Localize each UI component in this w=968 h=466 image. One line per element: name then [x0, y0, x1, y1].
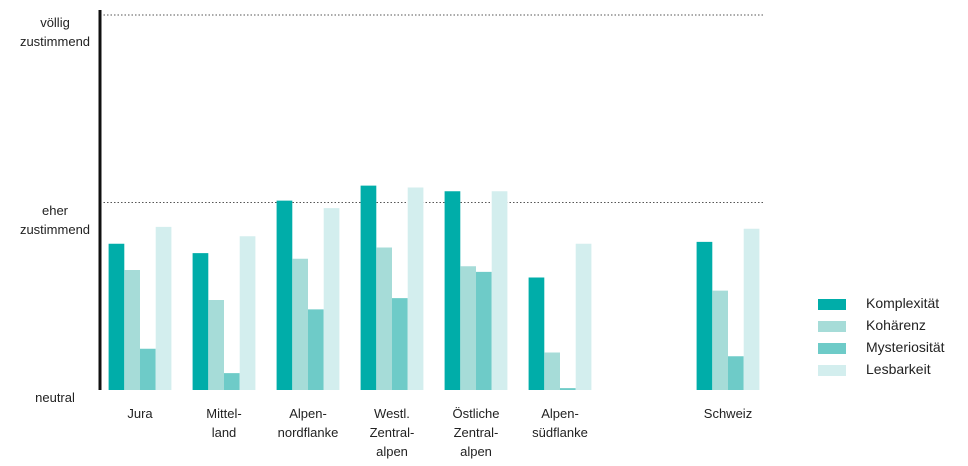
bar — [491, 191, 508, 390]
bar — [323, 208, 340, 390]
bar — [308, 309, 324, 390]
legend-label: Mysteriosität — [866, 339, 945, 355]
bar — [476, 271, 492, 390]
bar — [544, 352, 560, 390]
bar — [743, 228, 760, 390]
bar — [108, 243, 125, 390]
y-tick-label: neutral — [35, 390, 75, 405]
bar — [575, 243, 592, 390]
bar — [712, 290, 728, 390]
x-tick-label: Jura — [127, 406, 153, 421]
bar — [376, 247, 392, 390]
legend-swatch — [818, 321, 846, 332]
y-tick-label: völlig zustimmend — [19, 15, 91, 49]
legend-label: Lesbarkeit — [866, 361, 931, 377]
bar — [444, 191, 461, 390]
y-tick-label: eher zustimmend — [19, 202, 91, 237]
bar — [224, 373, 240, 390]
x-tick-label: Alpen- nordflanke — [277, 406, 339, 440]
bar — [292, 258, 308, 390]
bar — [140, 348, 156, 390]
x-tick-label: Schweiz — [703, 406, 753, 421]
legend-swatch — [818, 299, 846, 310]
bar — [728, 356, 744, 390]
bar — [460, 266, 476, 390]
bar — [696, 241, 713, 390]
bar — [360, 185, 377, 390]
bar — [528, 277, 545, 390]
x-tick-label: Östliche Zentral- alpen — [452, 406, 500, 459]
bar — [155, 226, 172, 390]
x-tick-label: Mittel- land — [206, 406, 242, 440]
legend-label: Kohärenz — [866, 317, 926, 333]
bar — [407, 187, 424, 390]
legend-label: Komplexität — [866, 295, 940, 311]
x-tick-label: Westl. Zentral- alpen — [369, 406, 415, 459]
bar — [276, 200, 293, 390]
bar — [239, 236, 256, 390]
bar — [208, 300, 224, 390]
legend-swatch — [818, 343, 846, 354]
bar — [392, 298, 408, 390]
bar — [560, 388, 576, 390]
bar — [124, 270, 140, 390]
x-tick-label: Alpen- südflanke — [532, 406, 588, 440]
legend-swatch — [818, 365, 846, 376]
bar — [192, 253, 209, 390]
